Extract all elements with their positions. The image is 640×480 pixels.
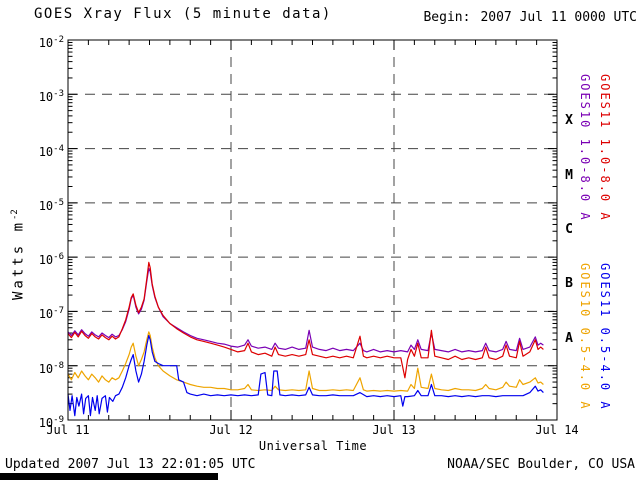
x-axis-title: Universal Time	[258, 439, 368, 453]
bottom-bar	[0, 473, 218, 480]
legend-goes11-short: GOES11 0.5-4.0 A	[598, 263, 612, 411]
x-tick-label: Jul 13	[372, 423, 416, 437]
axis-ticks	[67, 40, 558, 420]
flare-class-b: B	[565, 276, 573, 292]
flare-class-a: A	[565, 330, 573, 346]
y-tick-label: 10-8	[38, 360, 64, 376]
x-tick-label: Jul 12	[209, 423, 253, 437]
flare-class-m: M	[565, 167, 573, 183]
begin-time: Begin: 2007 Jul 11 0000 UTC	[423, 10, 637, 25]
x-tick-label: Jul 11	[46, 423, 90, 437]
series-2	[67, 331, 544, 392]
legend-goes10-long: GOES10 1.0-8.0 A	[578, 74, 592, 222]
flare-class-x: X	[565, 113, 573, 129]
x-tick-label: Jul 14	[535, 423, 579, 437]
flare-class-c: C	[565, 222, 573, 237]
y-tick-label: 10-7	[38, 306, 64, 322]
begin-label: Begin:	[423, 10, 471, 25]
y-tick-label: 10-3	[38, 89, 64, 105]
y-tick-label: 10-2	[38, 35, 64, 50]
page-title: GOES Xray Flux (5 minute data)	[34, 6, 332, 22]
series-3	[67, 334, 544, 417]
series-lines	[67, 261, 544, 417]
gridlines	[68, 40, 557, 420]
y-tick-label: 10-4	[38, 143, 64, 159]
legend-goes10-short: GOES10 0.5-4.0 A	[578, 263, 592, 411]
legend-goes11-long: GOES11 1.0-8.0 A	[598, 74, 612, 222]
source-credit: NOAA/SEC Boulder, CO USA	[447, 457, 635, 472]
begin-value: 2007 Jul 11 0000 UTC	[480, 10, 637, 25]
y-tick-label: 10-6	[38, 252, 64, 268]
series-1	[67, 261, 544, 379]
plot-border	[67, 39, 558, 421]
updated-timestamp: Updated 2007 Jul 13 22:01:05 UTC	[5, 457, 256, 472]
y-tick-label: 10-5	[38, 197, 64, 213]
y-tick-label: 10-9	[38, 415, 64, 430]
